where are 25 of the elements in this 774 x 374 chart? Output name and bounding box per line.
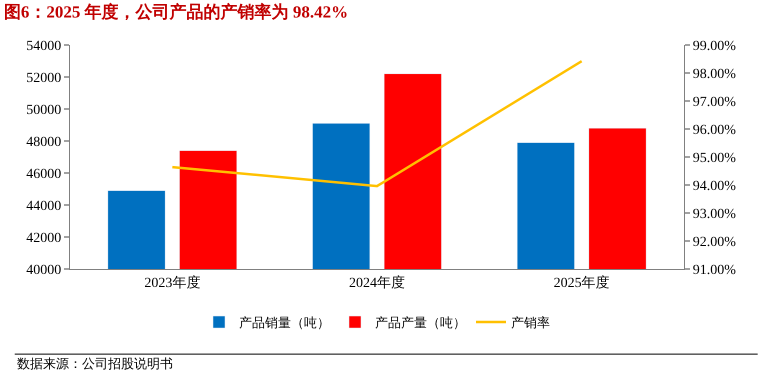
y-tick-label: 46000 <box>26 166 62 182</box>
y-tick-label: 54000 <box>26 38 62 54</box>
y-tick-label: 50000 <box>26 102 62 118</box>
y2-tick-label: 97.00% <box>692 94 736 110</box>
legend-label: 产品产量（吨） <box>375 316 466 332</box>
y-tick-label: 48000 <box>26 134 62 150</box>
x-tick-label: 2024年度 <box>349 274 405 291</box>
y-tick-label: 42000 <box>26 230 62 246</box>
y2-tick-label: 91.00% <box>692 262 736 278</box>
x-tick-label: 2025年度 <box>554 274 610 291</box>
legend-label: 产销率 <box>511 315 550 332</box>
y2-tick-label: 94.00% <box>692 178 736 194</box>
y2-tick-label: 95.00% <box>692 150 736 166</box>
y-tick-label: 52000 <box>26 70 62 86</box>
chart-title: 图6：2025 年度，公司产品的产销率为 98.42% <box>4 2 348 22</box>
y2-tick-label: 93.00% <box>692 206 736 222</box>
y2-tick-label: 99.00% <box>692 38 736 54</box>
y-tick-label: 44000 <box>26 198 62 214</box>
x-tick-label: 2023年度 <box>144 274 200 291</box>
y2-tick-label: 92.00% <box>692 234 736 250</box>
source-note: 数据来源：公司招股说明书 <box>17 357 173 372</box>
legend-label: 产品销量（吨） <box>239 316 330 332</box>
y2-tick-label: 96.00% <box>692 122 736 138</box>
y-tick-label: 40000 <box>26 262 62 278</box>
y2-tick-label: 98.00% <box>692 66 736 82</box>
